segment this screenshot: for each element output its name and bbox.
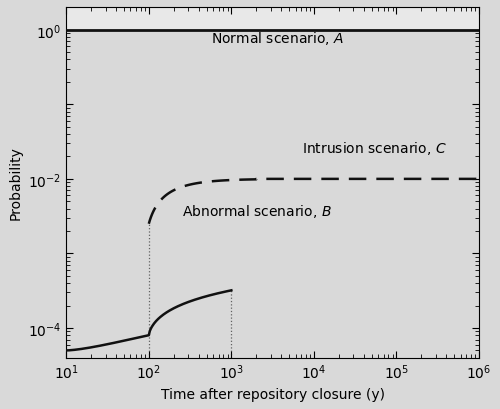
Text: Abnormal scenario, $\bf\mathit{B}$: Abnormal scenario, $\bf\mathit{B}$ (182, 202, 332, 220)
Y-axis label: Probability: Probability (8, 146, 22, 220)
Bar (66, 8, 479, 31)
Text: Intrusion scenario, $\bf\mathit{C}$: Intrusion scenario, $\bf\mathit{C}$ (302, 139, 446, 157)
X-axis label: Time after repository closure (y): Time after repository closure (y) (160, 387, 384, 401)
Text: Normal scenario, $\bf\mathit{A}$: Normal scenario, $\bf\mathit{A}$ (210, 29, 344, 47)
